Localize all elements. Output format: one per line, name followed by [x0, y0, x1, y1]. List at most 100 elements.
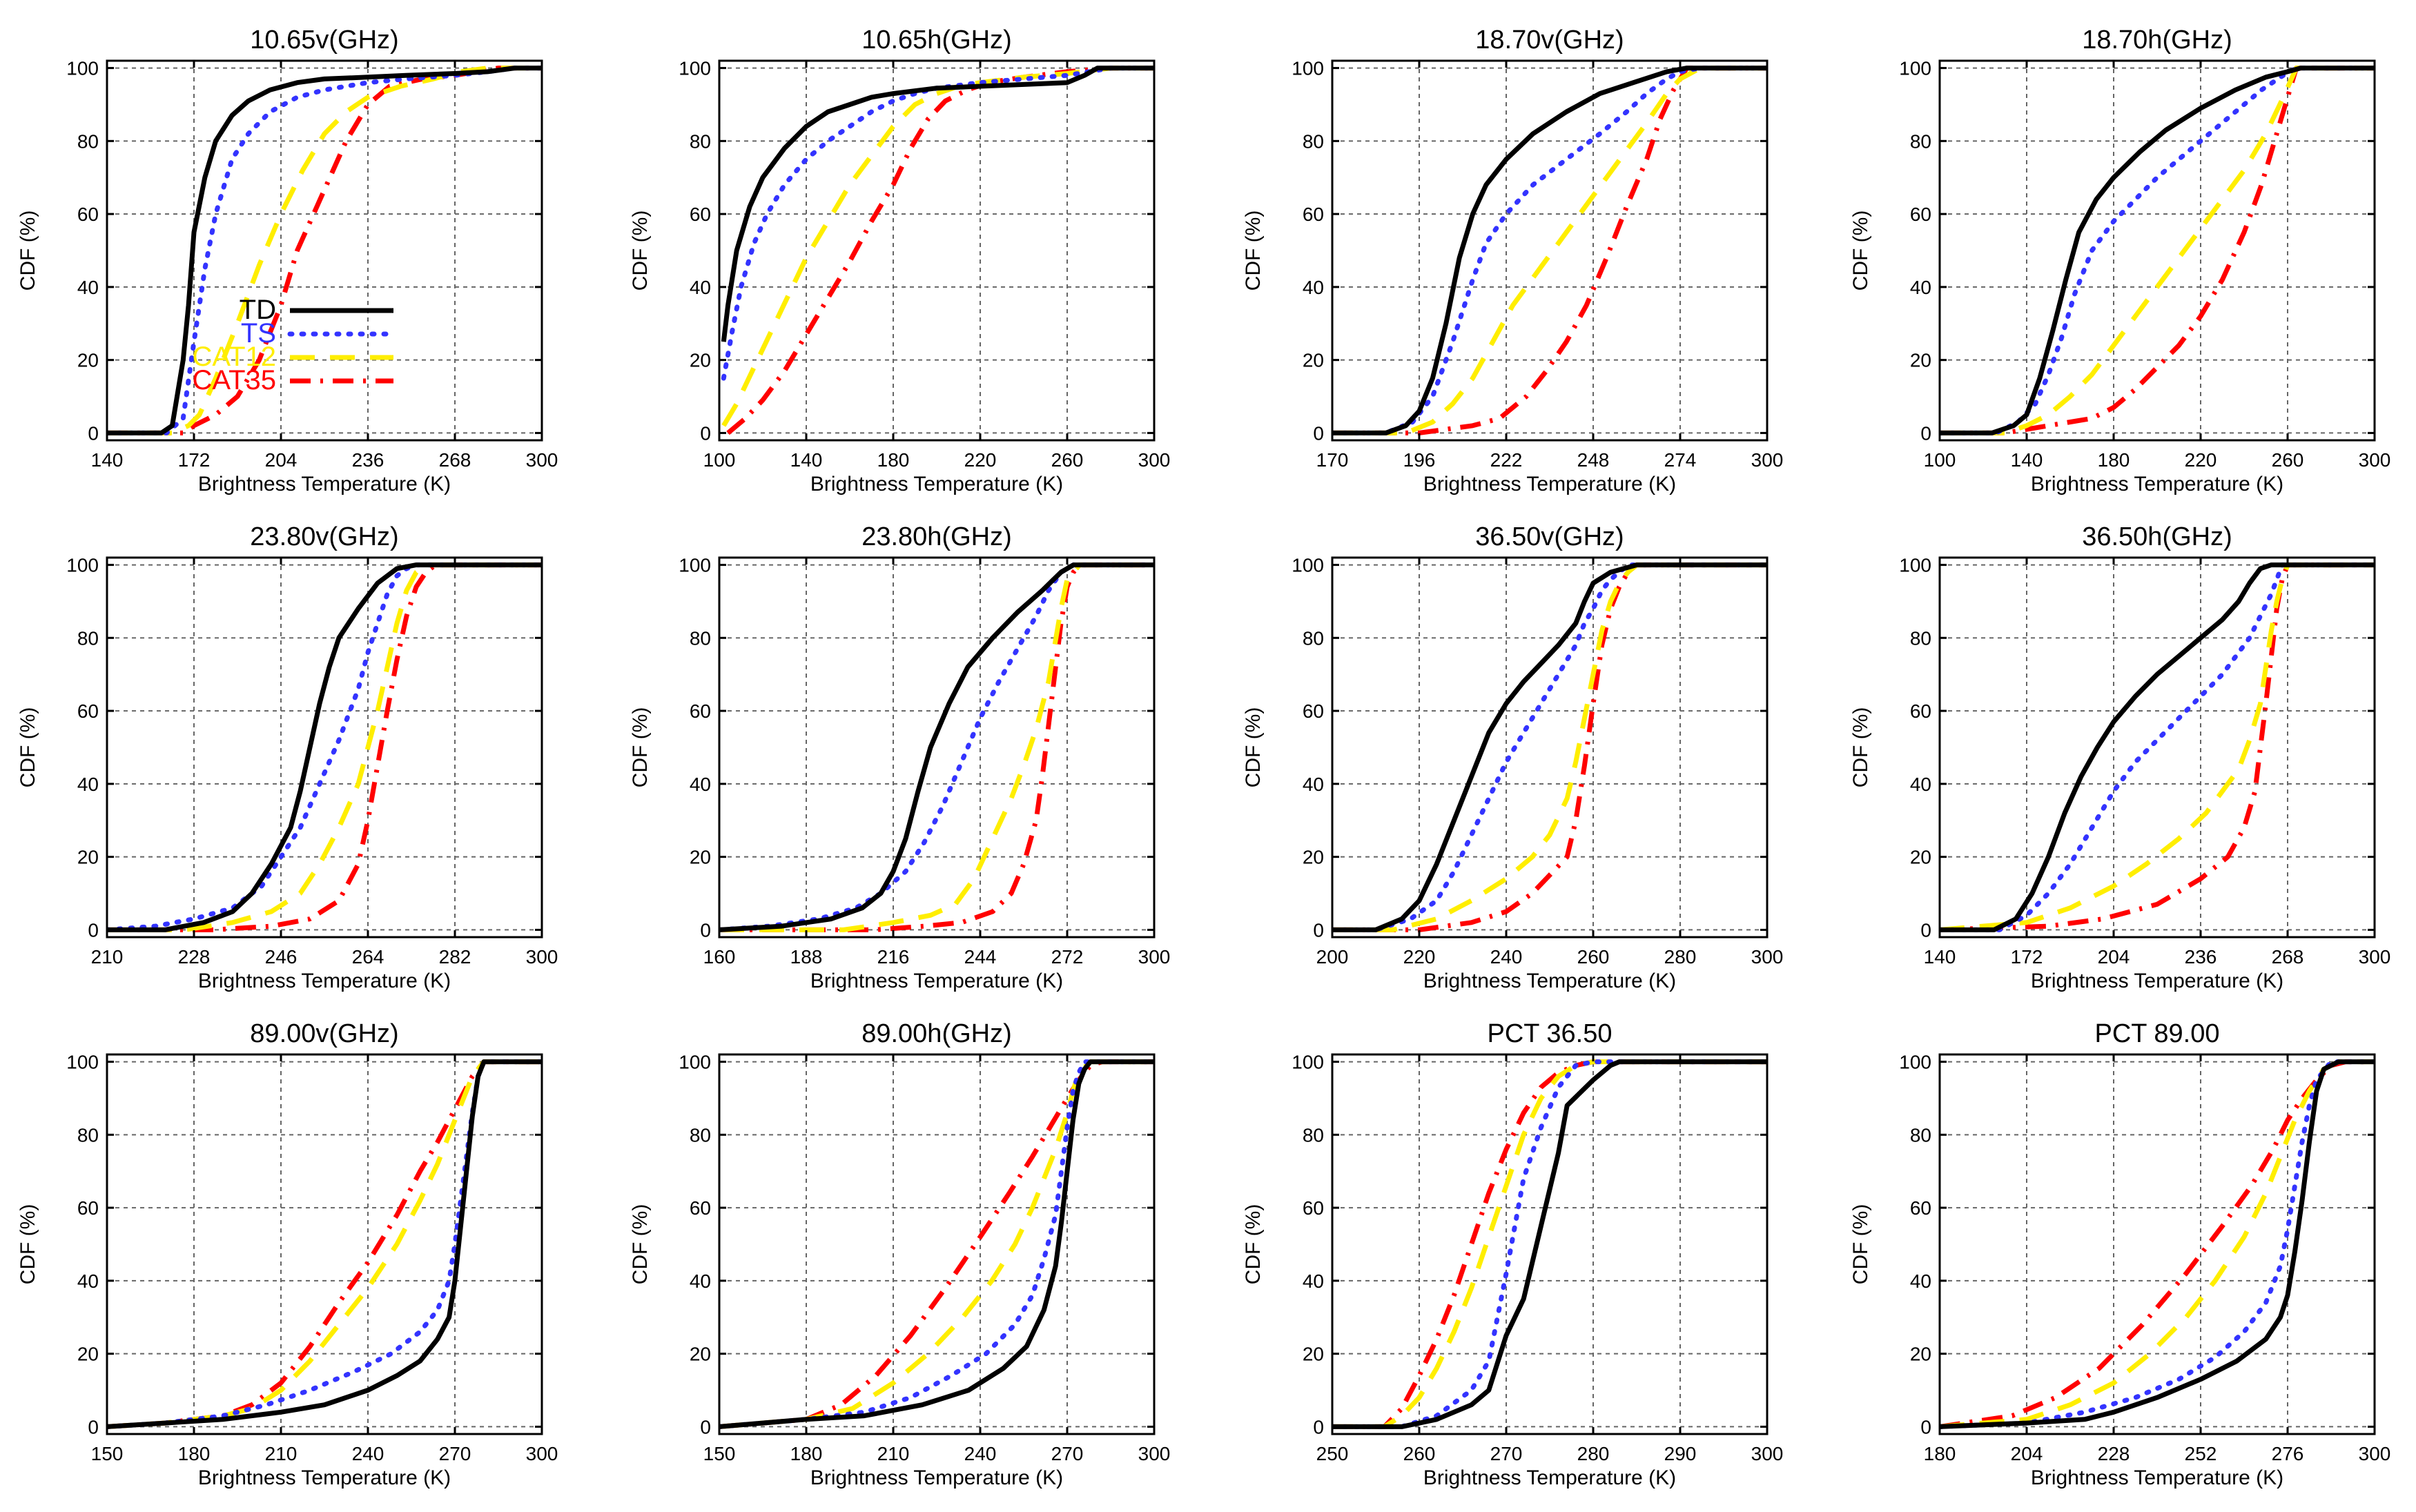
y-tick-label: 20 [690, 1344, 711, 1365]
y-tick-label: 40 [1303, 1270, 1324, 1292]
x-tick-label: 188 [790, 946, 823, 968]
y-tick-label: 0 [88, 919, 99, 941]
y-tick-label: 20 [1303, 350, 1324, 371]
series-group [719, 562, 1154, 932]
y-tick-label: 0 [1313, 919, 1324, 941]
y-tick-label: 60 [690, 1197, 711, 1219]
chart-panel: 200 220 240 260 280 300 0 20 40 60 80 100 36.50v(GHz… [1242, 522, 1783, 992]
chart-panel: 150 180 210 240 270 300 0 20 40 60 80 100 89.00h(GHz… [629, 1019, 1170, 1489]
chart-panel: 100 140 180 220 260 300 0 20 40 60 80 100 10.65h(GHz… [629, 26, 1170, 495]
x-axis-label: Brightness Temperature (K) [810, 970, 1063, 992]
y-axis-label: CDF (%) [1242, 707, 1265, 788]
x-tick-label: 220 [964, 449, 997, 471]
series-line-td [1332, 1059, 1767, 1429]
y-tick-label: 0 [1920, 1416, 1931, 1437]
x-tick-label: 140 [2011, 449, 2043, 471]
y-tick-label: 100 [1292, 555, 1324, 576]
chart-title: PCT 89.00 [2095, 1019, 2220, 1048]
x-tick-label: 170 [1316, 449, 1349, 471]
series-line-cat12 [1940, 562, 2375, 932]
y-tick-label: 80 [1910, 1124, 1931, 1146]
legend-label-ts: TS [241, 318, 276, 348]
plot-area [719, 61, 1154, 440]
x-tick-label: 140 [91, 449, 124, 471]
series-line-cat12 [107, 1059, 542, 1429]
x-tick-label: 216 [877, 946, 910, 968]
series-group [1940, 66, 2375, 435]
y-tick-label: 20 [77, 350, 99, 371]
y-axis-label: CDF (%) [17, 707, 39, 788]
x-tick-label: 260 [1577, 946, 1610, 968]
y-tick-label: 100 [1292, 58, 1324, 79]
plot-frame [106, 1053, 543, 1435]
y-tick-label: 100 [66, 555, 99, 576]
y-tick-label: 20 [690, 847, 711, 868]
y-tick-label: 40 [77, 277, 99, 298]
x-tick-label: 100 [703, 449, 736, 471]
y-tick-label: 80 [690, 130, 711, 152]
y-tick-label: 100 [1899, 555, 1931, 576]
y-tick-label: 60 [77, 1197, 99, 1219]
plot-frame [718, 59, 1156, 442]
y-axis-label: CDF (%) [1242, 1204, 1265, 1285]
x-tick-label: 204 [265, 449, 298, 471]
x-axis-label: Brightness Temperature (K) [1423, 1466, 1676, 1489]
series-line-cat12 [1332, 562, 1767, 932]
y-tick-label: 80 [77, 130, 99, 152]
x-tick-label: 260 [2272, 449, 2304, 471]
chart-panel: 140 172 204 236 268 300 0 20 40 60 80 100 36.50h(GHz… [1849, 522, 2390, 992]
series-line-cat35 [1940, 562, 2375, 932]
x-axis-label: Brightness Temperature (K) [2031, 970, 2283, 992]
x-tick-label: 300 [2359, 1443, 2391, 1464]
x-tick-label: 300 [1138, 449, 1171, 471]
chart-panel: 160 188 216 244 272 300 0 20 40 60 80 100 23.80h(GHz… [629, 522, 1170, 992]
y-tick-label: 40 [1910, 1270, 1931, 1292]
x-tick-label: 160 [703, 946, 736, 968]
x-tick-label: 268 [2272, 946, 2304, 968]
chart-title: 36.50v(GHz) [1475, 522, 1624, 551]
x-tick-label: 300 [526, 946, 558, 968]
x-tick-label: 172 [2011, 946, 2043, 968]
y-tick-label: 100 [1292, 1052, 1324, 1073]
x-tick-label: 236 [352, 449, 384, 471]
series-line-cat35 [719, 1059, 1154, 1429]
series-line-cat35 [1940, 1059, 2375, 1429]
x-tick-label: 222 [1490, 449, 1523, 471]
x-tick-label: 300 [526, 1443, 558, 1464]
y-tick-label: 40 [1910, 774, 1931, 795]
y-tick-label: 20 [690, 350, 711, 371]
x-tick-label: 240 [964, 1443, 997, 1464]
y-tick-label: 80 [1303, 130, 1324, 152]
series-group [1940, 562, 2375, 932]
plot-frame [1938, 1053, 2376, 1435]
series-line-ts [1332, 66, 1767, 435]
legend-label-td: TD [240, 295, 276, 325]
x-tick-label: 280 [1577, 1443, 1610, 1464]
x-tick-label: 244 [964, 946, 997, 968]
y-tick-label: 20 [1303, 1344, 1324, 1365]
x-tick-label: 100 [1924, 449, 1956, 471]
y-tick-label: 20 [77, 847, 99, 868]
y-tick-label: 20 [77, 1344, 99, 1365]
y-axis-label: CDF (%) [17, 1204, 39, 1285]
plot-area [1332, 61, 1767, 440]
x-axis-label: Brightness Temperature (K) [1423, 970, 1676, 992]
plot-area [1332, 1054, 1767, 1434]
x-tick-label: 300 [2359, 946, 2391, 968]
series-group [107, 66, 542, 435]
x-tick-label: 210 [265, 1443, 298, 1464]
x-tick-label: 300 [2359, 449, 2391, 471]
series-line-cat35 [1332, 562, 1767, 932]
series-line-cat35 [1940, 66, 2375, 435]
series-line-cat12 [107, 562, 542, 932]
chart-panel: 170 196 222 248 274 300 0 20 40 60 80 100 18.70v(GHz… [1242, 26, 1783, 495]
plot-frame [1938, 59, 2376, 442]
plot-area [107, 61, 542, 440]
y-axis-label: CDF (%) [629, 210, 652, 291]
y-tick-label: 40 [77, 774, 99, 795]
y-tick-label: 20 [1910, 847, 1931, 868]
x-axis-label: Brightness Temperature (K) [810, 473, 1063, 495]
series-line-td [107, 1059, 542, 1429]
x-tick-label: 246 [265, 946, 298, 968]
